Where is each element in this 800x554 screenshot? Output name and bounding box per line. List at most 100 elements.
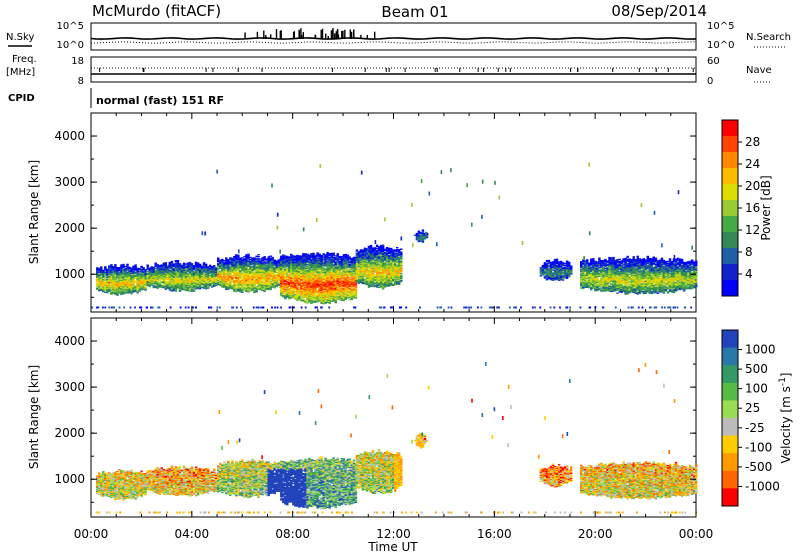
power-cell: [304, 260, 307, 262]
power-cell: [300, 272, 303, 274]
power-cell: [142, 274, 145, 276]
power-cell: [312, 297, 315, 299]
power-cell: [156, 275, 159, 277]
power-cell: [213, 277, 216, 279]
power-cell: [110, 268, 113, 270]
power-cell: [290, 272, 293, 274]
power-cell: [304, 257, 307, 259]
power-cell: [316, 269, 319, 271]
power-cell: [202, 286, 206, 288]
power-cell: [136, 278, 139, 281]
power-cell: [122, 271, 125, 274]
power-cell: [292, 278, 295, 280]
power-cell: [324, 269, 327, 271]
power-cell: [292, 268, 295, 270]
power-cell: [296, 288, 299, 290]
power-cell: [178, 276, 182, 278]
power-cell: [120, 272, 123, 274]
power-cell: [310, 264, 313, 266]
power-cell: [184, 288, 188, 291]
power-cell: [112, 290, 115, 292]
power-cell: [233, 262, 236, 264]
power-cell: [174, 272, 178, 274]
power-cell: [168, 282, 172, 284]
power-cell: [144, 280, 147, 282]
power-cell: [158, 272, 162, 274]
power-cell: [172, 286, 176, 289]
power-cell: [286, 259, 289, 262]
power-cell: [235, 280, 238, 282]
power-cell: [275, 282, 278, 285]
power-cell: [261, 275, 264, 277]
power-cell: [290, 271, 293, 273]
power-cell: [322, 268, 325, 270]
power-cell: [188, 272, 192, 274]
power-cell: [213, 274, 216, 276]
power-cell: [269, 282, 272, 285]
power-cell: [207, 268, 210, 270]
power-cell: [310, 298, 313, 300]
power-cell: [190, 279, 194, 281]
power-cell: [324, 284, 327, 286]
power-cell: [166, 276, 170, 278]
power-cell: [235, 264, 238, 266]
power-cell: [136, 276, 139, 279]
power-cell: [209, 274, 212, 277]
power-cell: [194, 284, 198, 286]
power-cell: [110, 275, 113, 277]
power-cell: [318, 286, 321, 288]
power-cell: [324, 296, 327, 298]
power-cell: [138, 282, 141, 284]
power-cell: [296, 280, 299, 282]
power-cell: [100, 279, 103, 281]
power-cell: [154, 275, 157, 278]
power-cell: [204, 269, 208, 272]
power-cell: [162, 268, 166, 270]
power-cell: [227, 259, 230, 261]
power-cell: [314, 275, 317, 277]
power-cell: [275, 267, 278, 269]
power-cell: [192, 279, 196, 281]
power-cell: [196, 269, 200, 271]
power-cell: [282, 296, 285, 298]
power-cell: [324, 271, 327, 273]
power-cell: [259, 272, 262, 274]
power-cell: [132, 269, 135, 272]
power-cell: [296, 291, 299, 293]
power-cell: [306, 276, 309, 278]
power-cell: [294, 297, 297, 299]
power-cell: [255, 272, 258, 275]
power-cell: [298, 278, 301, 280]
power-cell: [314, 270, 317, 272]
power-cell: [269, 266, 272, 268]
power-cell: [186, 279, 190, 282]
power-cell: [292, 276, 295, 278]
power-cell: [146, 266, 149, 268]
power-cell: [235, 258, 238, 260]
power-cell: [192, 282, 196, 284]
power-cell: [144, 283, 147, 285]
power-cell: [292, 281, 295, 283]
power-cell: [267, 266, 270, 268]
power-cell: [237, 259, 240, 262]
power-cell: [160, 267, 164, 269]
power-cell: [96, 279, 99, 281]
power-cell: [188, 262, 192, 265]
power-cell: [219, 266, 222, 268]
power-cell: [314, 276, 317, 278]
power-cell: [148, 269, 151, 271]
power-cell: [100, 271, 103, 273]
power-cell: [198, 282, 202, 284]
power-cell: [110, 286, 113, 288]
power-cell: [156, 272, 159, 274]
power-cell: [314, 277, 317, 279]
power-cell: [318, 271, 321, 274]
power-cell: [292, 294, 295, 297]
power-cell: [229, 287, 232, 289]
power-cell: [106, 271, 109, 273]
power-cell: [271, 256, 274, 259]
power-cell: [355, 249, 359, 251]
power-cell: [290, 287, 293, 289]
power-cell: [271, 263, 274, 266]
